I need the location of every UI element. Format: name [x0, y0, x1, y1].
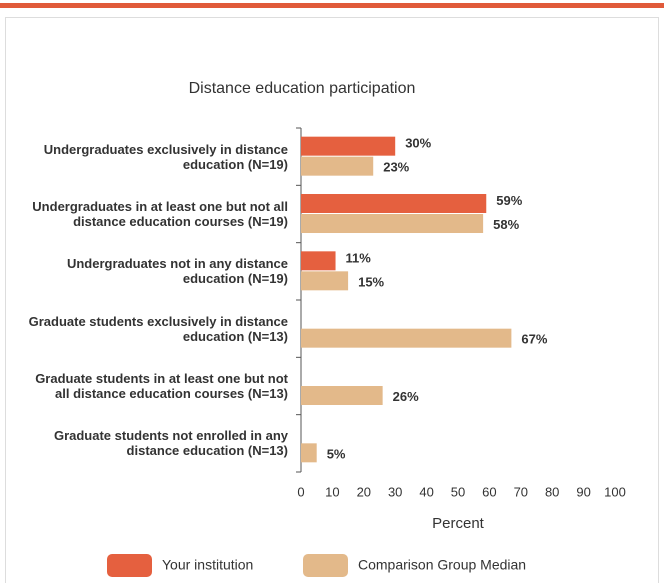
data-label: 5%: [327, 446, 346, 461]
x-tick-label: 30: [388, 484, 402, 499]
bar: [301, 386, 383, 405]
x-axis-label: Percent: [432, 515, 485, 532]
x-tick-label: 40: [419, 484, 433, 499]
x-tick-label: 60: [482, 484, 496, 499]
y-tick-label: Undergraduates in at least one but not a…: [32, 199, 288, 229]
bar: [301, 156, 374, 176]
data-label: 26%: [393, 389, 419, 404]
legend-label: Comparison Group Median: [358, 557, 526, 573]
legend-label: Your institution: [162, 557, 253, 573]
x-tick-label: 50: [451, 484, 465, 499]
data-label: 58%: [493, 217, 519, 232]
bar: [301, 214, 484, 233]
x-tick-label: 0: [297, 484, 304, 499]
legend-swatch: [303, 554, 348, 577]
data-label: 15%: [358, 274, 384, 289]
data-label: 59%: [496, 193, 522, 208]
card: [5, 17, 659, 583]
x-tick-label: 90: [576, 484, 590, 499]
data-label: 23%: [383, 160, 409, 175]
bar: [301, 328, 512, 348]
x-tick-label: 20: [357, 484, 371, 499]
x-tick-label: 10: [325, 484, 339, 499]
chart-title: Distance education participation: [189, 80, 416, 97]
y-tick-label: Undergraduates exclusively in distance e…: [43, 141, 288, 172]
y-tick-label: Graduate students not enrolled in any di…: [53, 428, 288, 459]
bar: [301, 443, 317, 463]
y-tick-label: Graduate students exclusively in distanc…: [28, 313, 288, 344]
bar: [301, 251, 336, 271]
y-tick-label: Undergraduates not in any distance educa…: [66, 256, 288, 287]
x-tick-label: 100: [604, 484, 626, 499]
data-label: 67%: [521, 332, 547, 347]
data-label: 30%: [405, 136, 431, 151]
bar: [301, 271, 349, 291]
x-tick-label: 80: [545, 484, 559, 499]
top-bar: [0, 3, 664, 8]
bar: [301, 194, 487, 213]
data-label: 11%: [346, 250, 372, 265]
legend-swatch: [107, 554, 152, 577]
x-tick-label: 70: [514, 484, 528, 499]
bar: [301, 136, 396, 156]
y-tick-label: Graduate students in at least one but no…: [35, 371, 288, 401]
